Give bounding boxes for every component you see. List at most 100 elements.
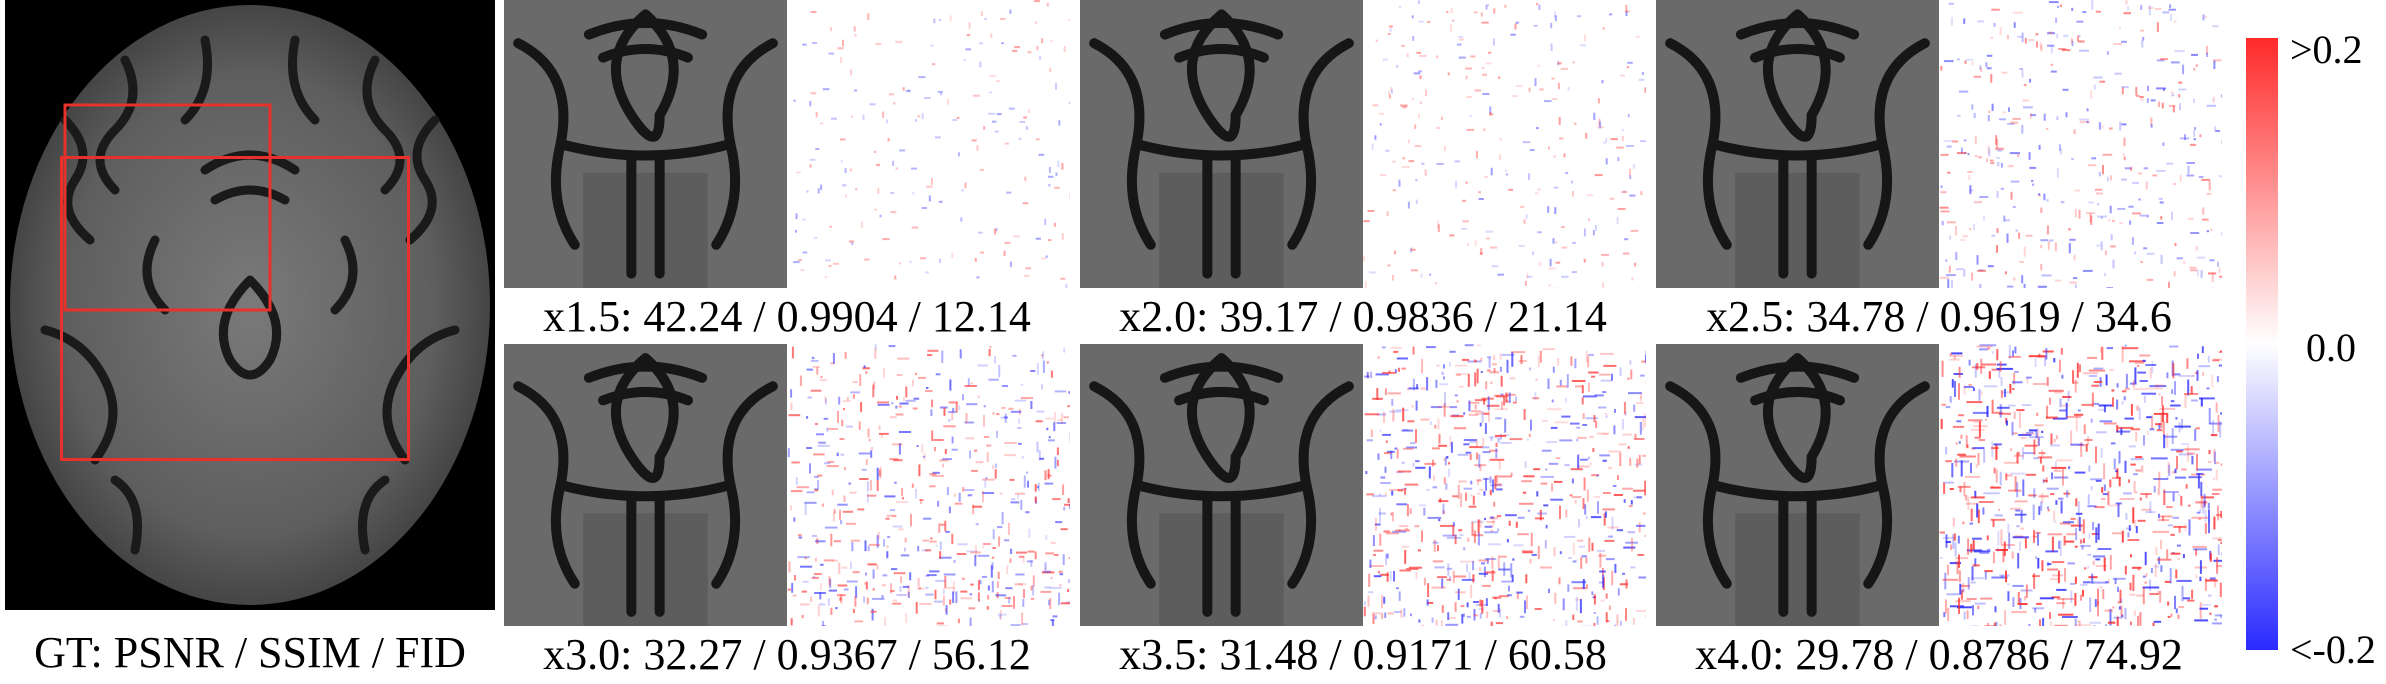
error-speckle xyxy=(2098,171,2101,177)
error-speckle xyxy=(2122,153,2125,157)
error-speckle xyxy=(1445,483,1448,490)
error-speckle xyxy=(2033,457,2039,460)
error-speckle xyxy=(2167,601,2170,606)
error-speckle xyxy=(1508,188,1514,191)
error-speckle xyxy=(1574,358,1577,369)
error-speckle xyxy=(2206,387,2210,390)
error-speckle xyxy=(1447,612,1450,620)
error-speckle xyxy=(2058,48,2067,50)
error-speckle xyxy=(995,228,998,232)
error-speckle xyxy=(1616,216,1619,225)
error-speckle xyxy=(800,565,813,568)
error-speckle xyxy=(1556,385,1568,388)
error-speckle xyxy=(2196,256,2206,259)
error-speckle xyxy=(1503,434,1510,436)
error-speckle xyxy=(999,614,1002,619)
error-speckle xyxy=(1580,557,1583,569)
error-speckle xyxy=(877,188,880,194)
error-speckle xyxy=(1435,619,1438,626)
error-speckle xyxy=(790,490,803,493)
error-speckle xyxy=(828,264,832,267)
error-speckle xyxy=(1571,478,1574,484)
error-speckle xyxy=(939,541,942,550)
error-speckle xyxy=(2212,25,2219,28)
error-speckle xyxy=(2132,380,2135,388)
error-speckle xyxy=(844,194,847,199)
error-speckle xyxy=(2163,491,2179,493)
error-speckle xyxy=(1630,500,1633,505)
error-speckle xyxy=(2066,533,2077,536)
error-speckle xyxy=(2035,33,2039,36)
error-speckle xyxy=(1596,474,1599,477)
error-speckle xyxy=(1548,462,1559,465)
error-speckle xyxy=(1996,547,1999,553)
error-speckle xyxy=(2083,581,2091,584)
error-speckle xyxy=(1392,274,1394,281)
error-speckle xyxy=(2056,435,2058,440)
error-speckle xyxy=(814,475,819,478)
error-speckle xyxy=(2145,573,2148,577)
error-speckle xyxy=(1601,80,1604,84)
error-speckle xyxy=(1977,605,1980,610)
error-speckle xyxy=(1413,72,1421,75)
error-speckle xyxy=(1528,87,1531,92)
error-speckle xyxy=(2095,192,2103,195)
error-speckle xyxy=(1951,463,1954,478)
error-speckle xyxy=(1999,361,2002,372)
error-speckle xyxy=(854,620,864,623)
error-speckle xyxy=(955,402,958,413)
error-speckle xyxy=(1970,496,1985,499)
error-speckle xyxy=(1958,597,1960,614)
error-speckle xyxy=(1947,279,1950,288)
error-speckle xyxy=(895,167,899,170)
error-speckle xyxy=(2037,557,2040,569)
error-speckle xyxy=(1585,417,1598,420)
error-speckle xyxy=(1052,498,1061,501)
error-speckle xyxy=(1585,557,1588,564)
error-speckle xyxy=(1377,356,1380,359)
error-speckle xyxy=(1631,537,1633,552)
error-speckle xyxy=(1421,359,1424,374)
error-speckle xyxy=(949,379,952,391)
error-speckle xyxy=(1971,272,1974,281)
error-speckle xyxy=(971,139,977,142)
error-speckle xyxy=(1054,456,1057,469)
error-speckle xyxy=(1479,422,1482,427)
error-speckle xyxy=(2087,494,2090,505)
error-speckle xyxy=(2095,479,2102,482)
error-speckle xyxy=(953,559,956,563)
error-speckle xyxy=(884,616,887,626)
error-speckle xyxy=(2216,557,2219,574)
error-speckle xyxy=(1021,456,1024,459)
error-speckle xyxy=(1617,588,1620,596)
error-speckle xyxy=(2135,94,2140,97)
error-speckle xyxy=(2184,393,2198,395)
error-speckle xyxy=(2220,541,2222,544)
error-speckle xyxy=(2008,532,2011,549)
error-speckle xyxy=(2209,612,2212,615)
error-speckle xyxy=(929,473,937,476)
error-speckle xyxy=(2008,355,2021,358)
error-speckle xyxy=(1990,486,2001,489)
error-speckle xyxy=(1503,396,1506,406)
error-speckle xyxy=(1056,447,1059,455)
error-speckle xyxy=(2167,616,2171,618)
error-speckle xyxy=(1055,83,1057,90)
error-speckle xyxy=(802,251,808,254)
error-speckle xyxy=(1955,600,1971,603)
error-speckle xyxy=(1453,427,1467,430)
error-speckle xyxy=(890,191,895,194)
error-speckle xyxy=(994,130,999,133)
error-speckle xyxy=(1629,457,1632,466)
error-speckle xyxy=(979,61,982,68)
error-speckle xyxy=(1008,107,1015,110)
error-speckle xyxy=(2079,364,2081,373)
error-speckle xyxy=(1585,132,1588,139)
error-speckle xyxy=(2000,187,2004,190)
error-speckle xyxy=(840,160,843,163)
error-speckle xyxy=(2048,389,2064,392)
error-speckle xyxy=(864,540,867,552)
error-speckle xyxy=(2021,447,2024,460)
error-speckle xyxy=(2125,0,2128,5)
error-speckle xyxy=(949,15,952,22)
